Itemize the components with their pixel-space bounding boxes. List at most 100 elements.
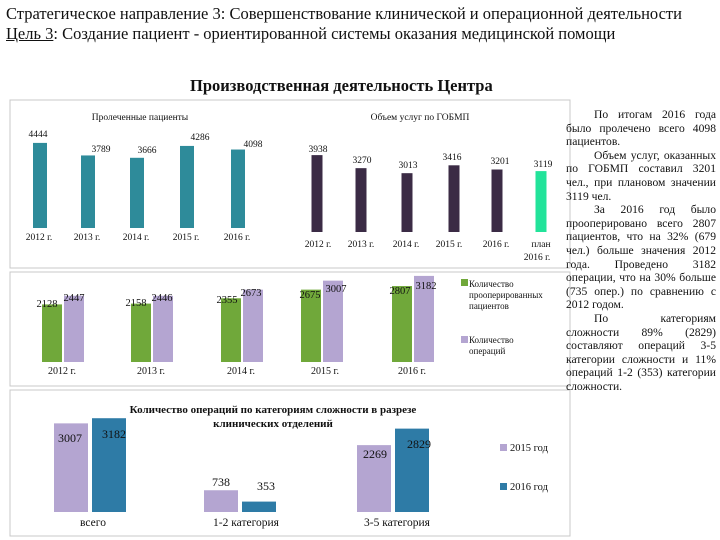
chart2-value-label: 3119 [534,160,553,170]
chart1-category-label: 2014 г. [123,233,150,243]
chart2-bar [311,155,323,232]
goal-line: Цель 3: Создание пациент - ориентированн… [6,24,706,44]
chart4-value-label: 2269 [363,447,387,461]
chart2-category-label: 2014 г. [393,240,420,250]
chart4-value-label: 2829 [407,437,431,451]
chart3-bar-operations [323,280,343,362]
chart4-legend-label: 2016 год [510,482,549,493]
chart3-value-label: 2673 [241,288,262,299]
chart1-title: Пролеченные пациенты [92,113,189,123]
chart2-value-label: 3270 [353,156,372,166]
chart3-category-label: 2014 г. [227,366,255,377]
summary-paragraph-3: За 2016 год было прооперировано всего 28… [566,203,716,312]
chart3-category-label: 2012 г. [48,366,76,377]
chart1-bar [33,142,47,228]
chart3-legend-label: Количество операций [469,335,514,356]
chart2-category-label: 2012 г. [305,240,332,250]
chart3-bar-operations [153,295,173,362]
chart1-bar [130,157,144,228]
summary-paragraph-4: По категориям сложности 89% (2829) соста… [566,311,716,393]
chart4-value-label: 3007 [58,431,82,445]
chart3-value-label: 3182 [416,281,437,292]
summary-paragraph-1: По итогам 2016 года было пролечено всего… [566,108,716,149]
chart2-value-label: 3416 [443,153,462,163]
chart4-legend-swatch [500,444,507,451]
chart4-bar-2016 [395,428,429,512]
chart3-value-label: 3007 [326,284,347,295]
chart3-bar-operations [414,275,434,362]
summary-paragraph-2: Объем услуг, оказанных по ГОБМП составил… [566,148,716,203]
chart2-category-label: 2013 г. [348,240,375,250]
chart4-legend-swatch [500,483,507,490]
chart3-legend-label: Количество прооперированных пациентов [469,279,543,311]
chart4-value-label: 738 [212,475,230,489]
chart3-value-label: 2807 [390,286,411,297]
chart1-value-label: 3789 [92,145,111,155]
summary-text: По итогам 2016 года было пролечено всего… [566,108,716,393]
chart1-category-label: 2012 г. [26,233,53,243]
chart3-bar-patients [301,289,321,362]
chart4-bar-2016 [92,418,126,512]
middle-chart-frame [9,271,571,387]
goal-text: : Создание пациент - ориентированной сис… [53,24,616,43]
chart3-legend-swatch [461,336,468,343]
chart3-bar-patients [42,304,62,362]
chart4-bar-2015 [204,490,238,512]
chart2-category-label: 2015 г. [436,240,463,250]
chart2-category-label: план [531,240,550,250]
chart3-bar-patients [392,286,412,362]
chart2-bar [535,171,547,232]
chart1-bar [180,145,194,228]
slide-heading: Стратегическое направление 3: Совершенст… [6,4,706,44]
top-charts-frame [9,99,571,269]
chart1-category-label: 2016 г. [224,233,251,243]
chart4-value-label: 3182 [102,427,126,441]
chart3-value-label: 2447 [64,293,85,304]
chart3-value-label: 2355 [217,295,238,306]
goal-label: Цель 3 [6,24,54,43]
chart1-value-label: 4444 [29,130,48,140]
chart1-category-label: 2013 г. [74,233,101,243]
chart3-bar-operations [64,295,84,362]
chart2-category-label: 2016 г. [483,240,510,250]
chart3-bar-patients [131,303,151,362]
chart4-bar-2015 [357,445,391,512]
chart4-category-label: 1-2 категория [213,517,280,529]
chart3-bar-operations [243,289,263,362]
chart3-value-label: 2158 [126,298,147,309]
chart3-category-label: 2016 г. [398,366,426,377]
chart4-legend-label: 2015 год [510,443,549,454]
chart3-bar-patients [221,298,241,362]
chart2-value-label: 3938 [309,145,328,155]
chart2-value-label: 3013 [399,161,418,171]
chart3-value-label: 2675 [300,290,321,301]
chart1-category-label: 2015 г. [173,233,200,243]
chart2-category-label: 2016 г. [524,253,551,263]
strategic-direction-line: Стратегическое направление 3: Совершенст… [6,4,682,23]
chart2-bar [448,165,460,232]
chart4-title: Количество операций по категориям сложно… [130,404,417,416]
chart4-bar-2016 [242,501,276,512]
chart3-category-label: 2015 г. [311,366,339,377]
chart1-value-label: 4098 [244,140,263,150]
chart3-value-label: 2128 [37,299,58,310]
chart4-title: клинических отделений [213,418,333,430]
chart2-value-label: 3201 [491,157,510,167]
slide-subtitle: Производственная деятельность Центра [190,76,493,95]
chart2-title: Объем услуг по ГОБМП [371,112,470,123]
chart1-bar [81,155,95,228]
chart3-value-label: 2446 [152,293,173,304]
chart1-value-label: 3666 [138,146,157,156]
chart2-bar [491,169,503,232]
chart2-bar [355,168,367,232]
chart3-category-label: 2013 г. [137,366,165,377]
chart1-bar [231,149,245,228]
chart1-value-label: 4286 [191,133,210,143]
chart3-legend-swatch [461,279,468,286]
chart4-category-label: 3-5 категория [364,517,431,529]
chart2-bar [401,173,413,232]
chart4-bar-2015 [54,423,88,512]
chart4-category-label: всего [80,517,106,529]
chart4-value-label: 353 [257,479,275,493]
